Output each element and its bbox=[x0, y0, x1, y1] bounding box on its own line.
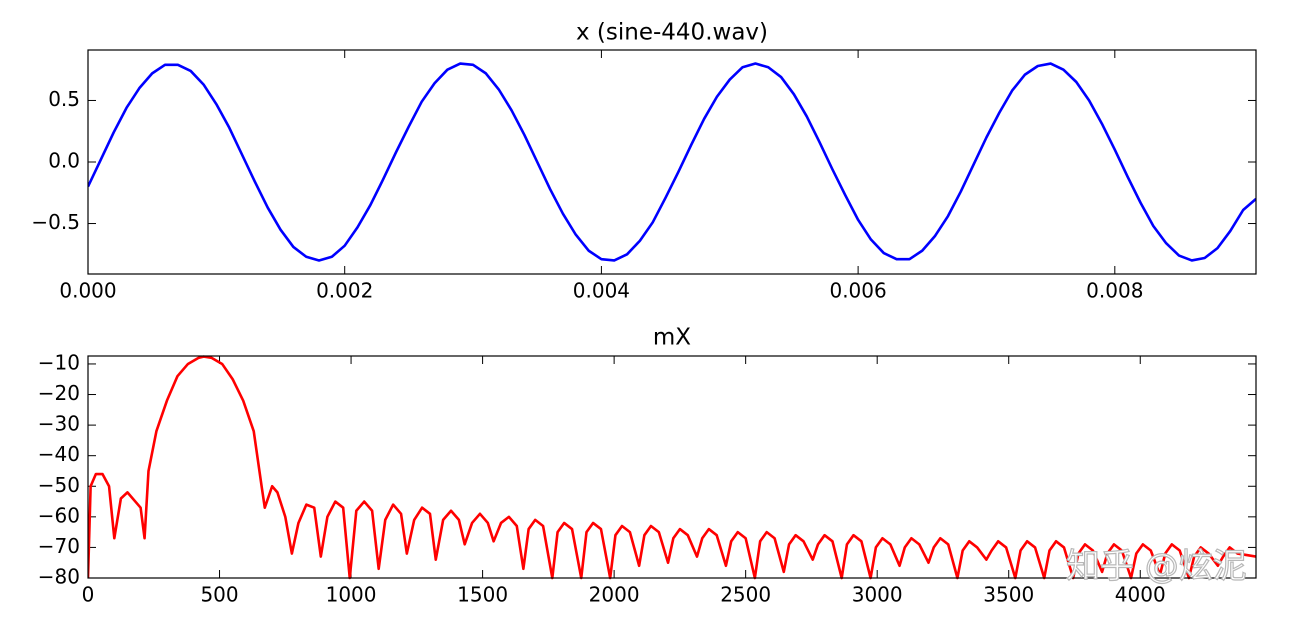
x-tick-label: 1000 bbox=[326, 583, 377, 607]
y-tick-label: −60 bbox=[38, 503, 80, 527]
x-tick-label: 3500 bbox=[983, 583, 1034, 607]
x-tick-label: 0.006 bbox=[829, 279, 886, 303]
y-tick-label: −40 bbox=[38, 442, 80, 466]
plot-frame bbox=[87, 49, 1257, 275]
y-tick-label: 0.0 bbox=[48, 149, 80, 173]
x-tick-label: 2000 bbox=[589, 583, 640, 607]
x-tick-label: 1500 bbox=[457, 583, 508, 607]
x-tick-label: 0.000 bbox=[59, 279, 116, 303]
x-tick-label: 0.008 bbox=[1086, 279, 1143, 303]
x-tick-label: 2500 bbox=[720, 583, 771, 607]
x-tick-label: 0.002 bbox=[316, 279, 373, 303]
y-tick-label: −0.5 bbox=[31, 210, 80, 234]
y-tick-label: −50 bbox=[38, 473, 80, 497]
y-tick-label: −20 bbox=[38, 381, 80, 405]
y-tick-label: −80 bbox=[38, 565, 80, 589]
x-tick-label: 500 bbox=[200, 583, 238, 607]
y-tick-label: −30 bbox=[38, 412, 80, 436]
plot-frame bbox=[87, 355, 1257, 579]
line bbox=[88, 62, 1256, 262]
y-tick-label: −70 bbox=[38, 534, 80, 558]
x-tick-label: 0 bbox=[82, 583, 95, 607]
chart-title: x (sine-440.wav) bbox=[576, 20, 768, 46]
x-tick-label: 4000 bbox=[1115, 583, 1166, 607]
x-tick-label: 3000 bbox=[852, 583, 903, 607]
watermark: 知乎 @炫泥 bbox=[1066, 547, 1247, 587]
y-tick-label: −10 bbox=[38, 350, 80, 374]
x-tick-label: 0.004 bbox=[573, 279, 630, 303]
chart-title: mX bbox=[653, 325, 691, 351]
line bbox=[88, 355, 1256, 580]
y-tick-label: 0.5 bbox=[48, 87, 80, 111]
